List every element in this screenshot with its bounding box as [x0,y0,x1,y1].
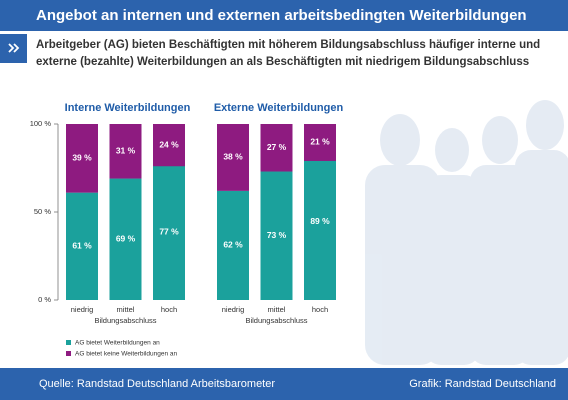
page-title: Angebot an internen und externen arbeits… [36,7,527,24]
value-label: 61 % [72,241,92,251]
y-tick-label: 0 % [38,295,51,304]
x-axis-label: Bildungsabschluss [245,316,307,325]
credit: Grafik: Randstad Deutschland [409,378,556,390]
bar-segment [66,124,98,193]
value-label: 73 % [267,230,287,240]
value-label: 24 % [159,139,179,149]
bar-segment [109,124,142,179]
y-tick-label: 50 % [34,207,51,216]
bar-segment [66,192,98,300]
chart-title: Interne Weiterbildungen [65,102,191,114]
bar-segment [217,190,249,300]
legend-label: AG bietet keine Weiterbildungen an [75,351,178,358]
value-label: 31 % [116,146,136,156]
bullet-icon [8,43,20,53]
legend-swatch [66,340,71,345]
header-bar [0,0,568,31]
footer-bar [0,368,568,400]
bar-segment [153,124,185,167]
x-axis-label: Bildungsabschluss [94,316,156,325]
legend-label: AG bietet Weiterbildungen an [75,340,160,347]
value-label: 89 % [310,216,330,226]
x-tick-label: hoch [161,305,177,314]
bar-segment [109,178,142,300]
legend-swatch [66,351,71,356]
value-label: 27 % [267,142,287,152]
bar-segment [217,124,249,191]
bar-segment [153,164,185,300]
x-tick-label: mittel [117,305,135,314]
y-tick-label: 100 % [30,119,52,128]
chart-title: Externe Weiterbildungen [214,102,344,114]
x-tick-label: mittel [268,305,286,314]
bar-segment [260,124,293,172]
subtitle: Arbeitgeber (AG) bieten Beschäftigten mi… [36,39,541,68]
source: Quelle: Randstad Deutschland Arbeitsbaro… [39,378,275,390]
bar-segment [304,143,336,300]
bar-segment [260,171,293,300]
value-label: 69 % [116,234,136,244]
value-label: 39 % [72,153,92,163]
photo-backdrop [365,100,568,365]
value-label: 77 % [159,226,179,236]
x-tick-label: niedrig [222,305,245,314]
x-tick-label: niedrig [71,305,94,314]
value-label: 21 % [310,137,330,147]
value-label: 62 % [223,240,243,250]
x-tick-label: hoch [312,305,328,314]
value-label: 38 % [223,152,243,162]
bar-segment [304,124,336,161]
